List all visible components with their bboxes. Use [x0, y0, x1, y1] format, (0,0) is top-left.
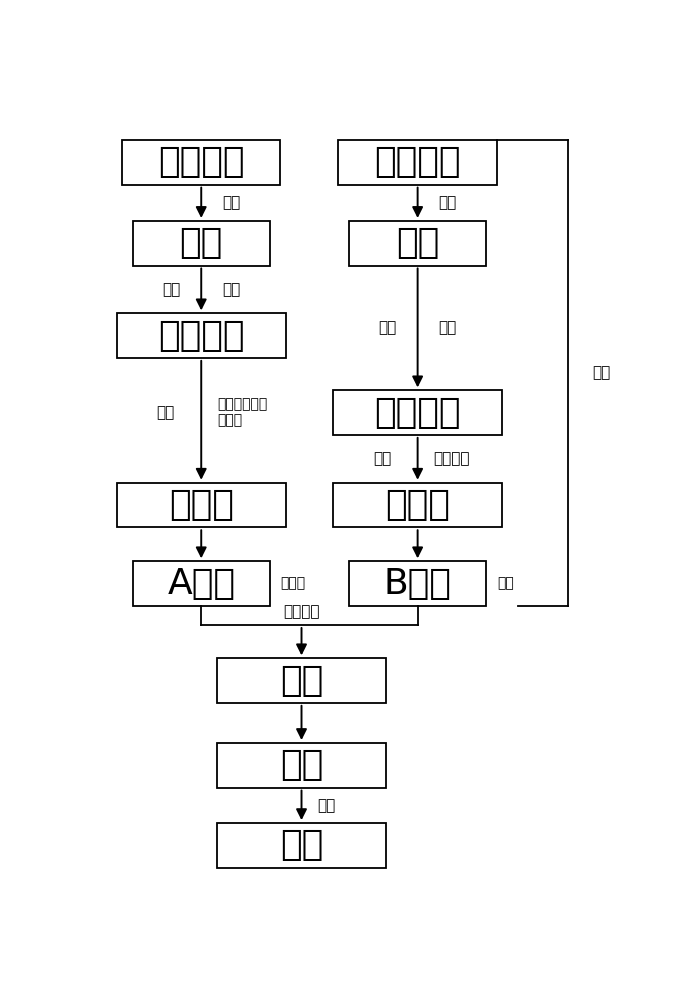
Text: A组分: A组分: [168, 567, 235, 601]
Text: 干粉: 干粉: [496, 577, 513, 591]
Text: 混合物: 混合物: [385, 488, 450, 522]
Text: 煅烧: 煅烧: [280, 748, 323, 782]
Text: 粉末: 粉末: [396, 226, 439, 260]
FancyBboxPatch shape: [338, 140, 496, 185]
Text: 提纯: 提纯: [439, 320, 457, 335]
FancyBboxPatch shape: [217, 823, 386, 868]
Text: 比例混合: 比例混合: [283, 604, 320, 619]
FancyBboxPatch shape: [133, 561, 270, 606]
Text: 提纯: 提纯: [222, 282, 240, 297]
Text: 细磨: 细磨: [439, 195, 457, 210]
Text: 调配: 调配: [592, 365, 610, 380]
Text: 搅拌: 搅拌: [162, 282, 180, 297]
FancyBboxPatch shape: [349, 561, 486, 606]
Text: 搅拌: 搅拌: [378, 320, 396, 335]
Text: 搅拌: 搅拌: [157, 405, 175, 420]
FancyBboxPatch shape: [217, 743, 386, 788]
Text: 粉末: 粉末: [180, 226, 223, 260]
Text: 混合液: 混合液: [281, 577, 306, 591]
FancyBboxPatch shape: [117, 483, 285, 527]
Text: 细磨: 细磨: [222, 195, 240, 210]
Text: B组分: B组分: [383, 567, 452, 601]
FancyBboxPatch shape: [117, 313, 285, 358]
Text: 混合液二: 混合液二: [375, 396, 461, 430]
Text: 混合物: 混合物: [169, 488, 234, 522]
Text: 低铝物料: 低铝物料: [158, 145, 244, 179]
Text: 莫来石前驱体
悬浮剂: 莫来石前驱体 悬浮剂: [217, 398, 268, 428]
Text: 成品: 成品: [280, 828, 323, 862]
FancyBboxPatch shape: [333, 483, 502, 527]
FancyBboxPatch shape: [217, 658, 386, 703]
FancyBboxPatch shape: [333, 390, 502, 435]
Text: 高铝材料: 高铝材料: [375, 145, 461, 179]
Text: 冷却: 冷却: [317, 798, 336, 813]
FancyBboxPatch shape: [349, 221, 486, 266]
Text: 刚玉晶种: 刚玉晶种: [433, 451, 470, 466]
Text: 成型: 成型: [280, 664, 323, 698]
FancyBboxPatch shape: [133, 221, 270, 266]
Text: 混合液一: 混合液一: [158, 319, 244, 353]
FancyBboxPatch shape: [122, 140, 281, 185]
Text: 搅拌: 搅拌: [373, 451, 391, 466]
